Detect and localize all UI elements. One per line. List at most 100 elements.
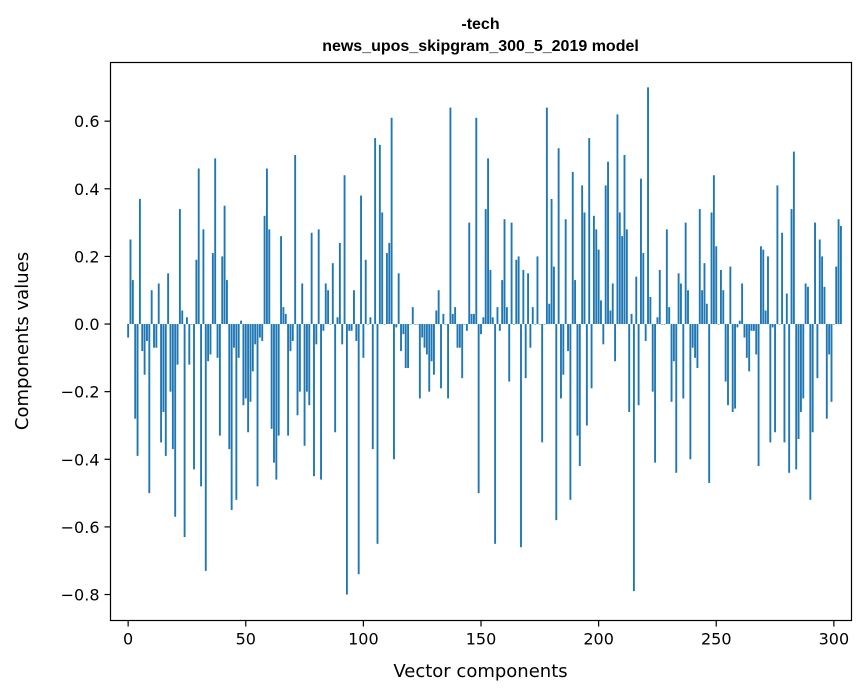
bar-135	[444, 324, 447, 325]
bar-148	[475, 117, 478, 325]
bar-229	[665, 229, 668, 325]
bar-152	[484, 209, 487, 325]
bar-196	[588, 138, 591, 325]
y-tick-label-4: 0.0	[74, 315, 99, 334]
bar-60	[268, 229, 271, 325]
x-tick-label-100: 100	[348, 630, 379, 649]
bar-227	[661, 324, 664, 325]
bar-90	[338, 242, 341, 325]
bar-290	[809, 324, 812, 500]
bar-220	[644, 324, 647, 341]
bar-4	[136, 324, 139, 456]
bar-71	[294, 154, 297, 325]
bar-109	[383, 324, 386, 325]
bar-92	[343, 175, 346, 325]
bar-300	[832, 324, 835, 325]
bar-133	[440, 324, 442, 389]
bar-289	[807, 286, 809, 325]
bar-31	[200, 324, 203, 487]
bar-59	[265, 168, 268, 325]
bar-221	[647, 87, 649, 325]
bar-142	[461, 324, 464, 379]
bar-17	[167, 273, 170, 325]
bar-30	[197, 168, 200, 325]
bar-256	[729, 266, 732, 325]
bar-19	[171, 324, 174, 450]
bar-185	[562, 324, 565, 375]
bar-118	[404, 324, 407, 368]
y-tick-label-1: −0.6	[61, 518, 100, 537]
bar-160	[503, 219, 506, 325]
bar-174	[536, 256, 539, 325]
bar-150	[480, 324, 482, 335]
x-axis-label: Vector components	[393, 661, 567, 682]
bar-86	[329, 324, 332, 325]
bar-36	[211, 253, 214, 325]
bar-210	[621, 236, 624, 325]
bar-151	[482, 317, 485, 325]
bar-228	[663, 324, 666, 325]
bar-238	[687, 290, 689, 325]
bar-268	[757, 324, 760, 467]
bar-169	[524, 324, 527, 379]
bar-8	[146, 324, 148, 341]
bar-215	[632, 324, 635, 592]
bar-46	[235, 324, 238, 500]
bar-18	[169, 324, 172, 392]
bar-35	[209, 324, 212, 355]
bar-76	[305, 324, 308, 392]
bar-125	[421, 324, 424, 338]
bar-156	[494, 324, 497, 544]
bar-137	[449, 107, 452, 325]
y-tick-label-5: 0.2	[74, 247, 99, 266]
y-tick-label-0: −0.8	[61, 586, 100, 605]
bar-50	[244, 324, 247, 399]
bar-93	[345, 324, 348, 595]
bar-226	[658, 269, 661, 325]
bar-237	[684, 222, 687, 325]
bar-208	[616, 114, 619, 325]
y-tick-label-2: −0.4	[61, 450, 100, 469]
bar-275	[774, 324, 776, 433]
bar-243	[698, 209, 701, 325]
bar-32	[202, 229, 205, 325]
bar-97	[355, 324, 358, 341]
bar-73	[298, 324, 301, 392]
bar-72	[296, 324, 299, 416]
bar-75	[303, 324, 306, 446]
bar-279	[783, 324, 786, 443]
bar-39	[218, 324, 221, 436]
bar-40	[221, 256, 224, 325]
bar-122	[414, 324, 417, 325]
bar-119	[407, 324, 410, 368]
bar-100	[362, 324, 365, 358]
bar-272	[767, 256, 769, 325]
bar-194	[583, 212, 586, 325]
bar-254	[724, 324, 727, 382]
bar-89	[336, 317, 339, 325]
bar-110	[385, 253, 388, 325]
bar-117	[402, 324, 405, 335]
x-tick-label-200: 200	[583, 630, 614, 649]
bar-281	[788, 324, 791, 473]
bar-204	[607, 161, 609, 325]
bar-274	[771, 324, 774, 328]
bar-288	[804, 283, 807, 325]
bar-79	[313, 324, 315, 477]
bar-267	[755, 324, 758, 355]
bar-278	[781, 232, 784, 325]
bar-189	[571, 171, 574, 325]
bar-212	[625, 229, 628, 325]
bar-255	[727, 324, 729, 406]
bar-223	[651, 324, 654, 392]
bar-99	[360, 195, 362, 325]
bar-257	[731, 324, 734, 412]
bar-112	[390, 117, 393, 325]
bar-143	[463, 324, 466, 325]
bar-63	[275, 324, 278, 480]
bar-197	[590, 324, 593, 389]
bar-11	[153, 324, 155, 348]
bar-111	[388, 242, 391, 325]
bar-1	[129, 239, 132, 325]
bar-146	[470, 313, 473, 325]
